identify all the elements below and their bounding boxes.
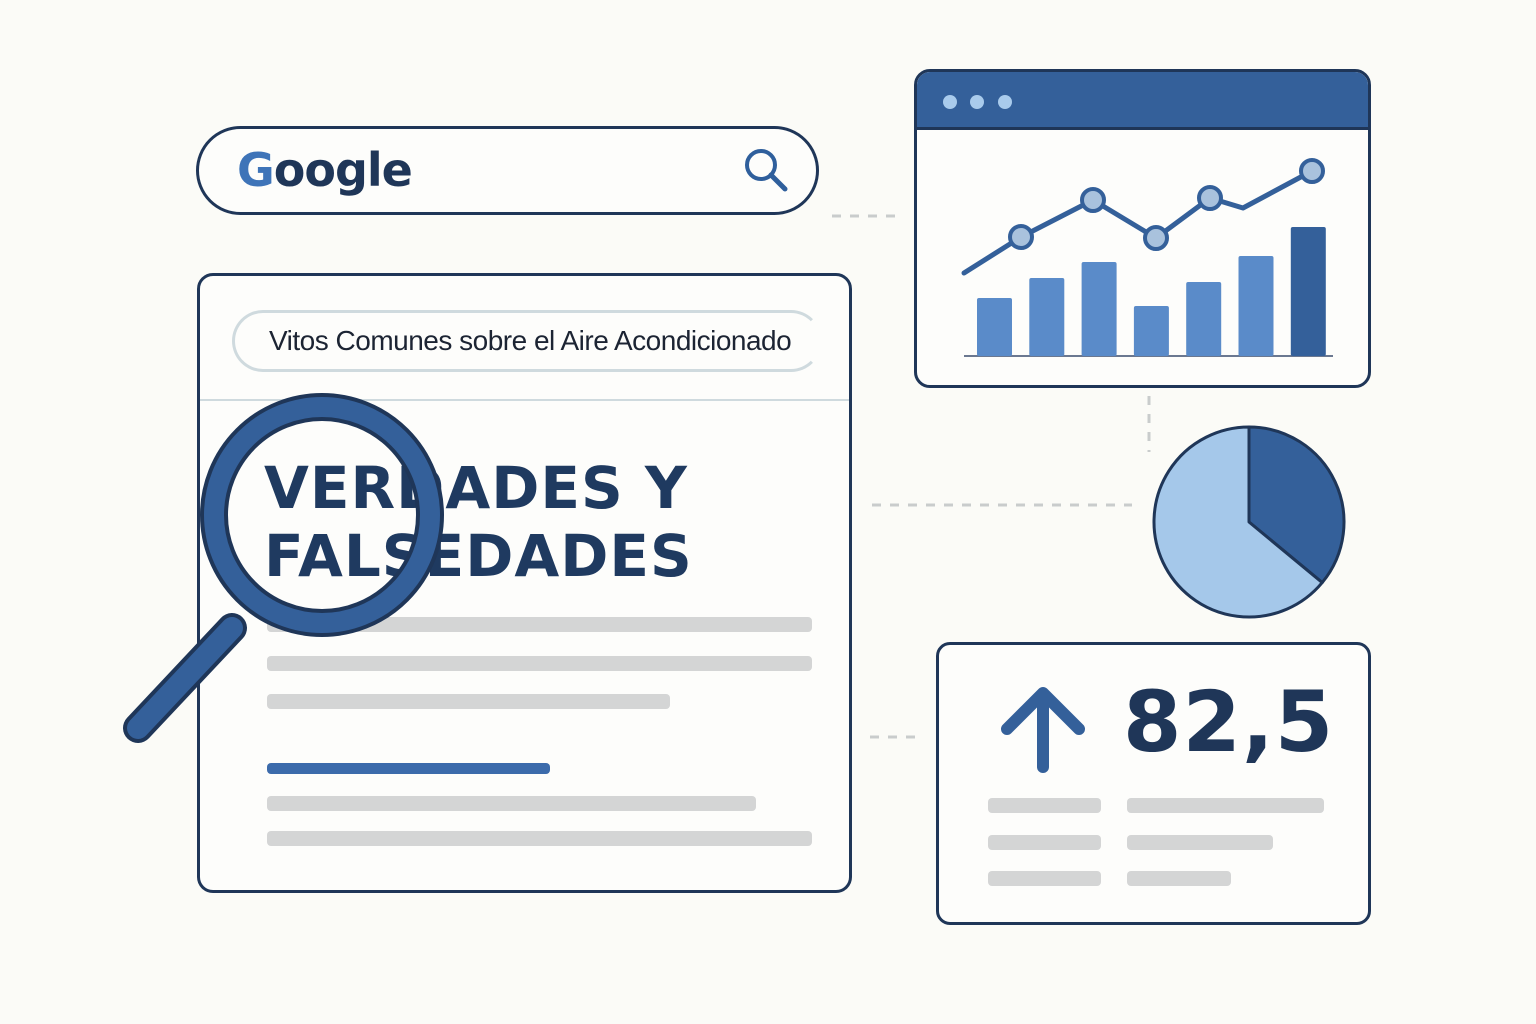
text-placeholder — [267, 831, 812, 846]
chart-line-point — [1080, 187, 1106, 213]
text-placeholder — [267, 796, 756, 811]
stat-value: 82,5 — [1123, 673, 1335, 771]
query-text: Vitos Comunes sobre el Aire Acondicionad… — [269, 325, 792, 356]
text-placeholder — [1127, 871, 1231, 886]
chart-line-point — [1008, 224, 1034, 250]
stat-card: 82,5 — [936, 642, 1371, 925]
search-icon[interactable] — [739, 143, 799, 203]
chart-line-point — [1299, 158, 1325, 184]
window-dot[interactable] — [970, 95, 984, 109]
window-dot[interactable] — [943, 95, 957, 109]
text-placeholder — [988, 835, 1101, 850]
chart-line-point — [1197, 185, 1223, 211]
pie-slice — [1152, 425, 1324, 619]
chart-line-point — [1143, 225, 1169, 251]
chart-bar — [1290, 227, 1326, 356]
pie-slice — [1247, 425, 1346, 585]
google-logo-rest: oogle — [273, 143, 413, 197]
text-placeholder — [267, 694, 670, 709]
chart-bar — [1238, 256, 1274, 356]
text-placeholder — [1127, 835, 1273, 850]
divider — [200, 399, 849, 401]
chart-bar — [1133, 306, 1169, 356]
google-search-bar[interactable]: Google — [196, 126, 819, 215]
text-placeholder — [988, 871, 1101, 886]
text-placeholder — [1127, 798, 1324, 813]
chart-bar — [1029, 278, 1065, 356]
window-titlebar — [917, 72, 1368, 130]
link-placeholder[interactable] — [267, 763, 550, 774]
window-dot[interactable] — [998, 95, 1012, 109]
text-placeholder — [267, 656, 812, 671]
google-logo: Google — [237, 143, 413, 197]
chart-bar — [977, 298, 1012, 356]
arrow-up-icon — [1001, 687, 1085, 773]
chart-bar — [1081, 262, 1117, 356]
chart-bar — [1186, 282, 1222, 356]
query-field[interactable]: Vitos Comunes sobre el Aire Acondicionad… — [232, 310, 822, 372]
google-logo-g: G — [237, 143, 275, 197]
text-placeholder — [988, 798, 1101, 813]
